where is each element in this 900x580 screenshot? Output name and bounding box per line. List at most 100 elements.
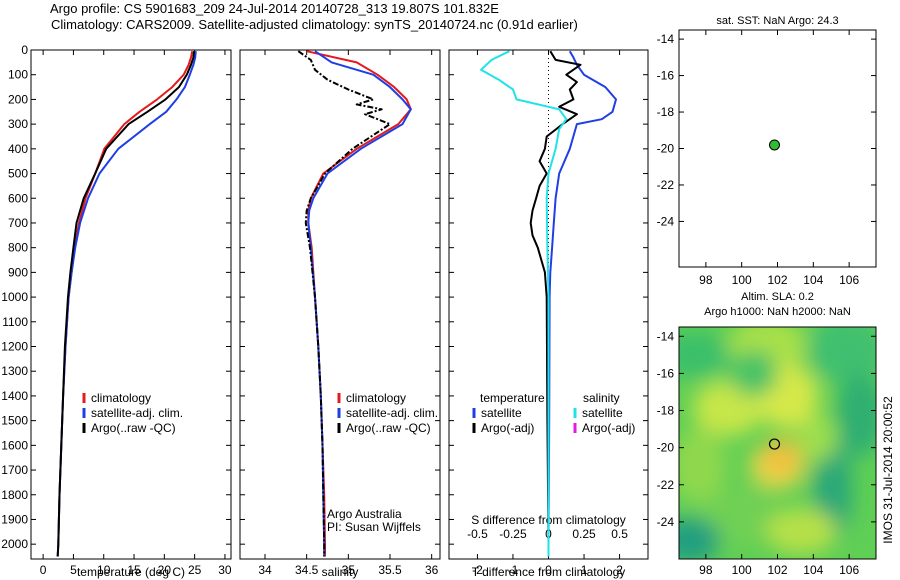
alt-ytick-label: -22 [657,478,675,492]
temperature-ytick-label: 0 [21,43,28,57]
temperature-xtick-label: 20 [158,563,172,577]
alt-xtick-label: 98 [699,563,713,577]
sst-map-title: sat. SST: NaN Argo: 24.3 [716,15,838,27]
heatmap-blob [797,415,837,462]
salinity-diff-tick-label: -0.5 [467,527,488,541]
sst-ytick-label: -18 [657,105,675,119]
temperature-ytick-label: 800 [8,241,28,255]
heatmap-blob [698,489,778,546]
heatmap-blob [679,331,731,379]
salinity-xlabel: salinity [322,565,359,579]
sst-ytick-label: -20 [657,142,675,156]
alt-ytick-label: -16 [657,366,675,380]
altimetry-heatmap [679,327,876,559]
temperature-ytick-label: 1700 [1,463,28,477]
salinity-series-argo-raw-qc- [297,50,391,557]
alt-ytick-label: -24 [657,515,675,529]
temperature-ytick-label: 500 [8,167,28,181]
temperature-xtick-label: 10 [97,563,111,577]
temperature-legend-label: Argo(..raw -QC) [91,421,176,435]
difference-legend-label: Argo(-adj) [481,421,534,435]
temperature-xtick-label: 0 [40,563,47,577]
temperature-ytick-label: 1200 [1,340,28,354]
salinity-annotation-line2: PI: Susan Wijffels [327,520,421,534]
heatmap-blob [730,350,778,397]
temperature-ytick-label: 1800 [1,488,28,502]
difference-legend-temperature-title: temperature [480,391,545,405]
salinity-legend-label: Argo(..raw -QC) [346,421,431,435]
altimetry-title-line1: Altim. SLA: 0.2 [741,291,814,303]
temperature-ytick-label: 200 [8,92,28,106]
temperature-ytick-label: 1900 [1,512,28,526]
temperature-xtick-label: 30 [218,563,232,577]
heatmap-blobs [679,327,876,559]
difference-series-salinity-satellite [480,50,568,557]
sst-xtick-label: 100 [732,273,752,287]
difference-series-temperature-satellite [547,50,617,557]
salinity-legend-label: climatology [346,391,406,405]
altimetry-title-line2: Argo h1000: NaN h2000: NaN [704,306,851,318]
difference-xtick-label: 1 [581,563,588,577]
temperature-ytick-label: 900 [8,265,28,279]
temperature-ytick-label: 300 [8,117,28,131]
temperature-xtick-label: 25 [188,563,202,577]
temperature-ytick-label: 1400 [1,389,28,403]
heatmap-blob [807,327,876,383]
salinity-diff-tick-label: 0.5 [611,527,628,541]
alt-ytick-label: -14 [657,329,675,343]
temperature-series-argo-raw-qc- [56,51,195,557]
alt-xtick-label: 102 [767,563,787,577]
temperature-xtick-label: 5 [70,563,77,577]
salinity-legend-label: satellite-adj. clim. [346,406,438,420]
temperature-legend-label: climatology [91,391,151,405]
sst-xtick-label: 104 [803,273,823,287]
temperature-ytick-label: 600 [8,191,28,205]
temperature-ytick-label: 1000 [1,290,28,304]
figure-title-line2: Climatology: CARS2009. Satellite-adjuste… [51,17,578,32]
difference-legend-label: Argo(-adj) [582,421,635,435]
difference-xtick-label: -2 [472,563,483,577]
temperature-ytick-label: 1600 [1,438,28,452]
salinity-diff-tick-label: -0.25 [499,527,527,541]
alt-xtick-label: 104 [803,563,823,577]
difference-xlabel: T difference from climatology [472,565,626,579]
alt-ytick-label: -18 [657,404,675,418]
heatmap-blob [836,373,876,457]
difference-xtick-label: 2 [616,563,623,577]
sst-ytick-label: -24 [657,214,675,228]
salinity-xtick-label: 34 [258,563,272,577]
salinity-xtick-label: 35.5 [378,563,402,577]
temperature-axes-frame [30,49,232,560]
imos-timestamp-vertical: IMOS 31-Jul-2014 20:00:52 [881,396,895,544]
sst-xtick-label: 98 [699,273,713,287]
difference-legend-label: satellite [582,406,623,420]
heatmap-blob [761,438,802,476]
temperature-ytick-label: 700 [8,216,28,230]
sst-ytick-label: -22 [657,178,675,192]
difference-xtick-label: 0 [545,563,552,577]
temperature-legend-label: satellite-adj. clim. [91,406,183,420]
temperature-xlabel: temperature (deg C) [77,565,185,579]
alt-xtick-label: 100 [732,563,752,577]
temperature-xtick-label: 15 [127,563,141,577]
difference-legend-label: satellite [481,406,522,420]
temperature-ytick-label: 1500 [1,414,28,428]
alt-ytick-label: -20 [657,441,675,455]
altimetry-argo-location-marker [768,438,781,450]
temperature-ytick-label: 100 [8,68,28,82]
temperature-ytick-label: 1100 [2,315,28,329]
salinity-xtick-label: 36 [425,563,439,577]
sst-ytick-label: -14 [657,32,675,46]
argo-float-location-marker [768,139,780,151]
salinity-axes-frame [239,49,441,560]
temperature-ytick-label: 2000 [1,537,28,551]
heatmap-blob [679,517,721,559]
temperature-ytick-label: 400 [8,142,28,156]
sst-xtick-label: 106 [839,273,859,287]
difference-legend-salinity-title: salinity [583,391,620,405]
difference-series-temperature-argo-adj- [529,50,582,557]
heatmap-blob [765,507,837,555]
sst-xtick-label: 102 [767,273,787,287]
salinity-xtick-label: 35 [342,563,356,577]
